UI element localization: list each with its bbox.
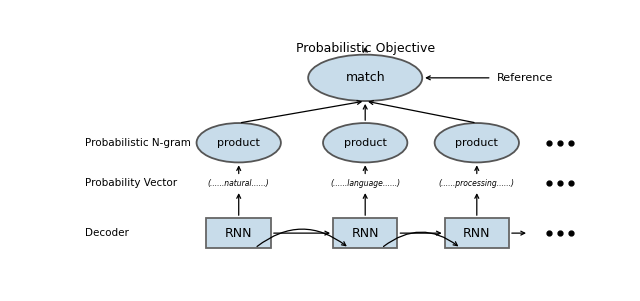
Text: (......processing......): (......processing......) (439, 179, 515, 188)
Text: Probabilistic N-gram: Probabilistic N-gram (85, 138, 191, 148)
Ellipse shape (435, 123, 519, 163)
Text: product: product (344, 138, 387, 148)
FancyBboxPatch shape (445, 218, 509, 248)
Text: (......natural......): (......natural......) (208, 179, 269, 188)
Text: product: product (456, 138, 498, 148)
FancyBboxPatch shape (333, 218, 397, 248)
Text: Decoder: Decoder (85, 228, 129, 238)
FancyBboxPatch shape (207, 218, 271, 248)
Text: match: match (346, 71, 385, 84)
Ellipse shape (196, 123, 281, 163)
Text: RNN: RNN (463, 227, 490, 240)
Text: Probabilistic Objective: Probabilistic Objective (296, 42, 435, 55)
Text: Reference: Reference (497, 73, 553, 83)
Text: (......language......): (......language......) (330, 179, 400, 188)
Ellipse shape (308, 55, 422, 101)
Ellipse shape (323, 123, 408, 163)
Text: RNN: RNN (351, 227, 379, 240)
Text: Probability Vector: Probability Vector (85, 178, 177, 188)
Text: RNN: RNN (225, 227, 252, 240)
Text: product: product (218, 138, 260, 148)
